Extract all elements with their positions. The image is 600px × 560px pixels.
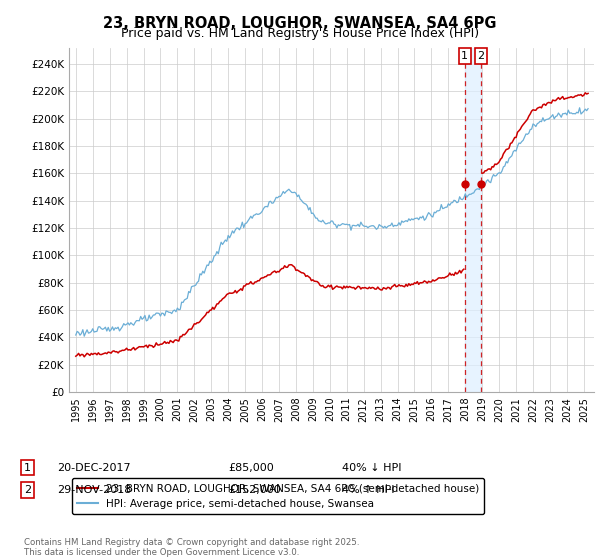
Text: 2: 2 [478,51,484,61]
Legend: 23, BRYN ROAD, LOUGHOR, SWANSEA, SA4 6PG (semi-detached house), HPI: Average pri: 23, BRYN ROAD, LOUGHOR, SWANSEA, SA4 6PG… [71,478,484,514]
Text: £85,000: £85,000 [228,463,274,473]
Text: Price paid vs. HM Land Registry's House Price Index (HPI): Price paid vs. HM Land Registry's House … [121,27,479,40]
Text: 2: 2 [24,485,31,495]
Text: 23, BRYN ROAD, LOUGHOR, SWANSEA, SA4 6PG: 23, BRYN ROAD, LOUGHOR, SWANSEA, SA4 6PG [103,16,497,31]
Text: 1: 1 [461,51,468,61]
Text: Contains HM Land Registry data © Crown copyright and database right 2025.
This d: Contains HM Land Registry data © Crown c… [24,538,359,557]
Text: 29-NOV-2018: 29-NOV-2018 [57,485,131,495]
Text: 4% ↑ HPI: 4% ↑ HPI [342,485,395,495]
Text: 20-DEC-2017: 20-DEC-2017 [57,463,131,473]
Text: £152,000: £152,000 [228,485,281,495]
Text: 1: 1 [24,463,31,473]
Text: 40% ↓ HPI: 40% ↓ HPI [342,463,401,473]
Bar [465,48,481,392]
